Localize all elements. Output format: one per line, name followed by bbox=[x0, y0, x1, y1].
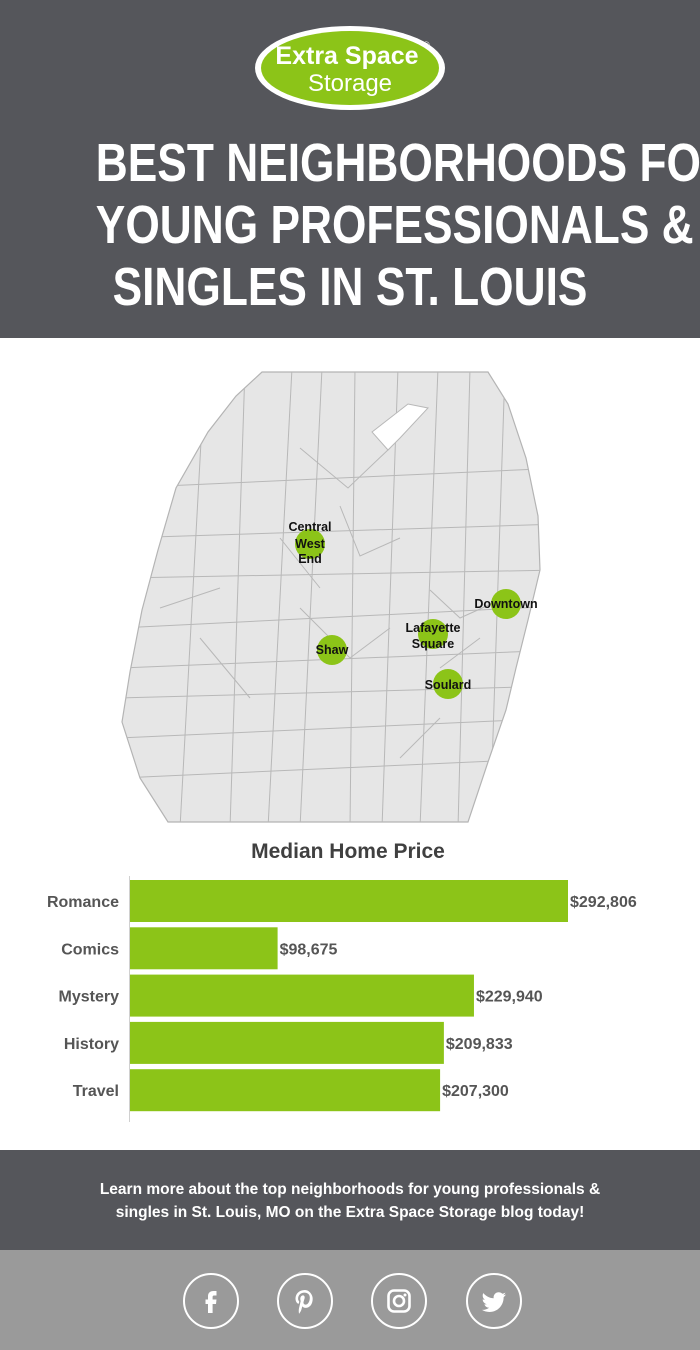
marker-soulard[interactable]: Soulard bbox=[425, 669, 472, 699]
logo-registered: ® bbox=[423, 40, 430, 50]
title-line-2: YOUNG PROFESSIONALS & bbox=[95, 195, 694, 255]
category-label: History bbox=[64, 1036, 119, 1053]
category-label: Romance bbox=[47, 894, 119, 911]
extra-space-storage-logo[interactable]: Extra Space Storage ® bbox=[253, 24, 447, 112]
twitter-button[interactable] bbox=[466, 1273, 522, 1329]
bar-romance bbox=[130, 880, 568, 922]
footer-cta: Learn more about the top neighborhoods f… bbox=[0, 1150, 700, 1250]
value-label: $98,675 bbox=[280, 941, 338, 958]
bar-mystery bbox=[130, 974, 474, 1017]
logo-line1: Extra Space bbox=[275, 42, 418, 70]
title-line-3: SINGLES IN ST. LOUIS bbox=[112, 257, 588, 317]
value-label: $292,806 bbox=[570, 894, 637, 911]
marker-label: End bbox=[298, 552, 322, 566]
instagram-icon bbox=[387, 1289, 411, 1313]
marker-label: Soulard bbox=[425, 678, 472, 692]
value-label: $209,833 bbox=[446, 1036, 513, 1053]
marker-label: Downtown bbox=[474, 597, 537, 611]
facebook-icon bbox=[205, 1291, 217, 1313]
neighborhood-map: Central West End Downtown Lafayette Squa… bbox=[0, 338, 700, 828]
bar-comics bbox=[130, 927, 278, 970]
logo-line2: Storage bbox=[308, 70, 392, 97]
median-home-price-chart: Median Home Price Romance $292,806 Comics $… bbox=[0, 828, 700, 1150]
chart-title: Median Home Price bbox=[251, 840, 445, 863]
marker-label: Central bbox=[288, 520, 331, 534]
cta-text[interactable]: Learn more about the top neighborhoods f… bbox=[80, 1178, 620, 1224]
page-title: BEST NEIGHBORHOODS FOR YOUNG PROFESSIONA… bbox=[95, 132, 700, 318]
marker-downtown[interactable]: Downtown bbox=[474, 589, 538, 619]
facebook-button[interactable] bbox=[183, 1273, 239, 1329]
marker-label: Lafayette bbox=[406, 621, 461, 635]
category-label: Mystery bbox=[59, 989, 120, 1006]
cta-line-2: singles in St. Louis, MO on the Extra Sp… bbox=[115, 1204, 585, 1221]
city-outline bbox=[121, 371, 541, 823]
social-bar bbox=[0, 1250, 700, 1350]
header: Extra Space Storage ® BEST NEIGHBORHOODS… bbox=[0, 0, 700, 338]
category-label: Travel bbox=[73, 1083, 119, 1100]
bar-travel bbox=[130, 1069, 441, 1112]
title-line-1: BEST NEIGHBORHOODS FOR bbox=[95, 133, 700, 193]
marker-label: Shaw bbox=[316, 643, 349, 657]
instagram-button[interactable] bbox=[371, 1273, 427, 1329]
marker-label: Square bbox=[412, 637, 454, 651]
chart-bars: Romance $292,806 Comics $98,675 Mystery $229,… bbox=[47, 880, 637, 1112]
twitter-icon bbox=[481, 1292, 506, 1312]
bar-history bbox=[130, 1021, 444, 1064]
category-label: Comics bbox=[61, 941, 119, 958]
marker-lafayette-square[interactable]: Lafayette Square bbox=[406, 619, 461, 651]
value-label: $207,300 bbox=[442, 1083, 509, 1100]
cta-line-1: Learn more about the top neighborhoods f… bbox=[99, 1181, 601, 1198]
pinterest-button[interactable] bbox=[277, 1273, 333, 1329]
pinterest-icon bbox=[295, 1290, 313, 1314]
marker-shaw[interactable]: Shaw bbox=[316, 635, 349, 665]
marker-label: West bbox=[295, 537, 325, 551]
park-cutout bbox=[371, 403, 429, 451]
value-label: $229,940 bbox=[476, 989, 543, 1006]
marker-central-west-end[interactable]: Central West End bbox=[288, 520, 331, 566]
